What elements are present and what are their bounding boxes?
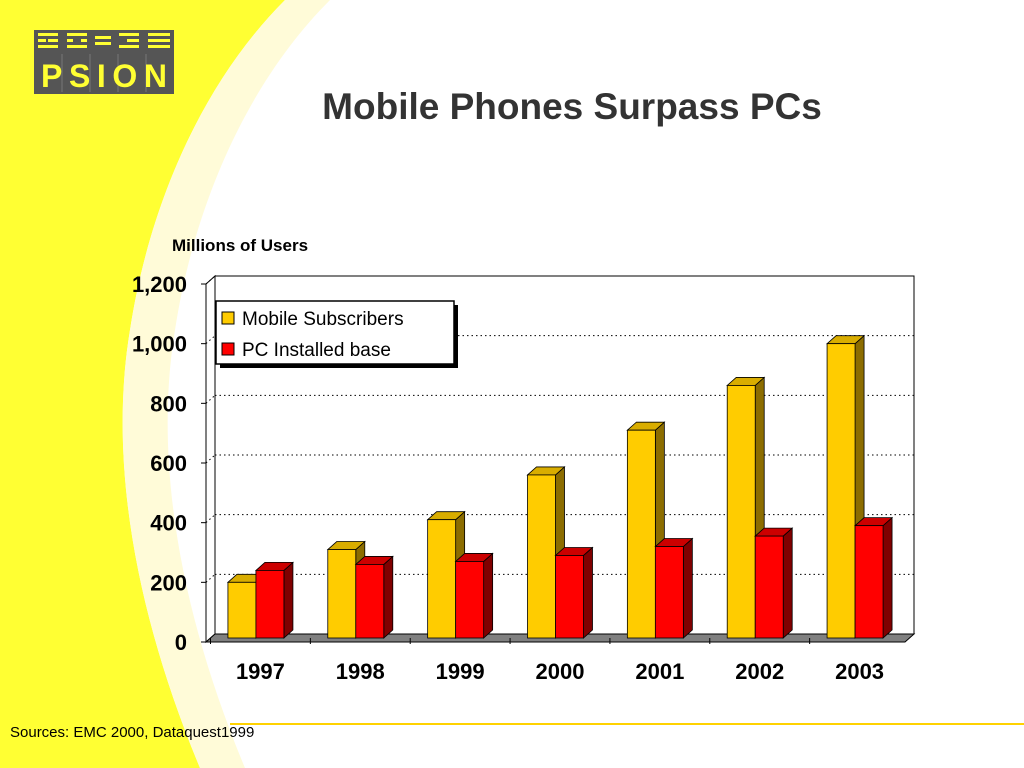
bar-face — [726, 385, 756, 639]
swoosh-shadow — [122, 0, 330, 768]
bar-pc-1999 — [454, 552, 494, 639]
legend: Mobile Subscribers PC Installed base — [215, 300, 458, 368]
bar-pc-2001 — [654, 537, 694, 639]
yellow-swoosh — [0, 0, 285, 768]
y-tick-label: 1,200 — [132, 272, 187, 297]
bar-face — [227, 581, 257, 639]
psion-logo: PSION — [34, 30, 174, 94]
bar-face — [455, 561, 485, 639]
gridline-wall — [205, 394, 216, 404]
axis-wall — [205, 274, 216, 644]
legend-label: PC Installed base — [242, 340, 391, 361]
y-axis-label: Millions of Users — [172, 236, 309, 255]
bar-face — [826, 343, 856, 639]
bar-side — [483, 552, 494, 639]
bar-face — [854, 525, 884, 639]
bar-face — [754, 535, 784, 639]
bars — [226, 334, 894, 639]
y-tick-label: 400 — [150, 511, 187, 536]
gridline-wall — [205, 573, 216, 583]
legend-box — [215, 300, 455, 365]
bar-side — [283, 561, 294, 639]
y-axis-ticks: 0 200 400 600 800 1,000 1,200 — [132, 272, 206, 655]
x-tick-label: 2002 — [735, 659, 784, 684]
x-tick-label: 1997 — [236, 659, 285, 684]
x-tick-label: 2003 — [835, 659, 884, 684]
bar-face — [355, 564, 385, 639]
gridline-wall — [205, 335, 216, 345]
slide-title: Mobile Phones Surpass PCs — [322, 86, 822, 127]
gridlines — [205, 275, 914, 583]
legend-label: Mobile Subscribers — [242, 309, 404, 330]
y-tick-label: 0 — [175, 630, 187, 655]
gridline-wall — [205, 275, 216, 285]
bar-face — [255, 570, 285, 639]
gridline-wall — [205, 454, 216, 464]
bar-side — [583, 546, 593, 639]
bar-pc-2000 — [554, 546, 594, 639]
legend-swatch — [221, 342, 235, 356]
source-note: Sources: EMC 2000, Dataquest1999 — [10, 724, 255, 741]
bar-face — [654, 546, 684, 639]
y-tick-label: 1,000 — [132, 332, 187, 357]
gridline-wall — [205, 514, 216, 524]
bar-pc-2002 — [754, 527, 794, 639]
bar-face — [527, 474, 556, 639]
bar-side — [383, 555, 394, 639]
bar-face — [427, 519, 457, 639]
bar-face — [626, 429, 656, 639]
logo-wordmark: PSION — [41, 58, 167, 94]
bar-side — [682, 537, 693, 639]
bar-pc-1997 — [254, 561, 294, 639]
bar-face — [327, 549, 357, 639]
y-tick-label: 200 — [150, 570, 187, 595]
legend-swatch — [221, 311, 235, 325]
x-tick-label: 2001 — [635, 659, 684, 684]
y-tick-label: 800 — [150, 391, 187, 416]
x-tick-label: 1998 — [336, 659, 385, 684]
bar-side — [782, 527, 793, 639]
bar-side — [882, 516, 893, 639]
y-tick-label: 600 — [150, 451, 187, 476]
bar-pc-1998 — [354, 555, 394, 639]
x-tick-label: 1999 — [436, 659, 485, 684]
x-tick-label: 2000 — [536, 659, 585, 684]
bar-face — [555, 555, 584, 639]
x-axis-ticks: 1997 1998 1999 2000 2001 2002 2003 — [210, 638, 884, 684]
bar-pc-2003 — [854, 516, 894, 639]
